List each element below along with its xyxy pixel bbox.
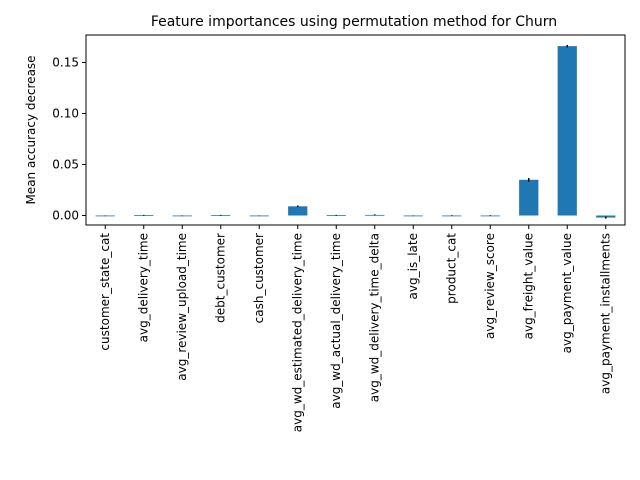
x-tick-label: avg_review_upload_time <box>175 233 189 381</box>
x-tick-label: avg_review_score <box>483 233 497 339</box>
bar <box>326 215 346 217</box>
y-tick-label: 0.00 <box>52 209 79 223</box>
x-tick-label: avg_wd_delivery_time_delta <box>367 233 381 402</box>
bar <box>134 215 154 217</box>
y-tick-label: 0.05 <box>52 157 79 171</box>
y-tick-label: 0.10 <box>52 106 79 120</box>
plot-area: 0.00 0.05 0.10 0.15 customer_state_cat avg_de… <box>52 44 616 432</box>
x-tick-label: avg_wd_estimated_delivery_time <box>290 233 304 432</box>
bar <box>211 215 231 217</box>
x-tick-label: avg_wd_actual_delivery_time <box>329 233 343 409</box>
bar <box>288 206 308 216</box>
bar <box>519 179 539 216</box>
x-tick-label: avg_is_late <box>406 233 420 299</box>
bar <box>557 46 577 216</box>
y-tick-label: 0.15 <box>52 55 79 69</box>
x-tick-label: avg_delivery_time <box>136 233 150 342</box>
axes-frame <box>85 34 626 226</box>
x-tick-label: product_cat <box>444 233 458 304</box>
chart-title: Feature importances using permutation me… <box>151 14 557 30</box>
x-tick-label: avg_payment_value <box>560 233 574 353</box>
bar <box>442 215 462 217</box>
y-axis-label: Mean accuracy decrease <box>24 55 38 204</box>
x-tick-label: avg_payment_installments <box>598 233 612 394</box>
x-tick-label: debt_customer <box>213 233 227 323</box>
x-tick-label: customer_state_cat <box>98 233 112 351</box>
bar <box>480 215 500 217</box>
x-tick-label: avg_freight_value <box>521 233 535 339</box>
x-tick-label: cash_customer <box>252 233 266 323</box>
